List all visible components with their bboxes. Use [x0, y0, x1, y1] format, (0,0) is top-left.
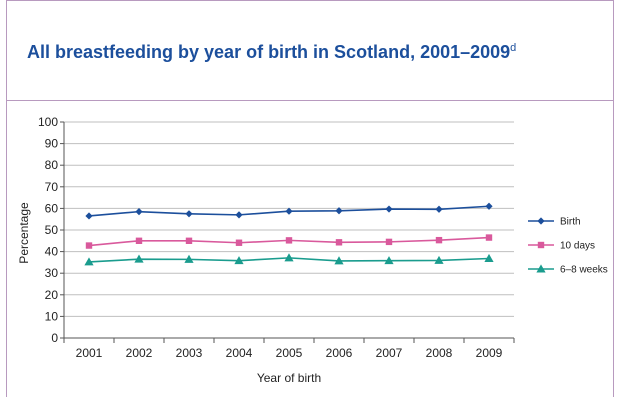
point-10-days-2002: [135, 237, 143, 244]
title-divider: [6, 100, 614, 101]
series: [84, 202, 494, 266]
point-birth-2002: [135, 208, 143, 216]
chart-frame: [6, 0, 614, 397]
point-6-8-weeks-2005: [284, 253, 294, 262]
point-6-8-weeks-2009: [484, 253, 494, 262]
x-tick-label-2004: 2004: [226, 346, 253, 360]
point-6-8-weeks-2008: [434, 255, 444, 264]
x-tick-label-2008: 2008: [426, 346, 453, 360]
y-tick-label-0: 0: [51, 331, 58, 345]
chart-title: All breastfeeding by year of birth in Sc…: [27, 42, 516, 63]
point-birth-2009: [485, 202, 493, 210]
y-tick-label-40: 40: [45, 245, 59, 259]
x-tick-label-2006: 2006: [326, 346, 353, 360]
x-tick-label-2005: 2005: [276, 346, 303, 360]
point-birth-2004: [235, 211, 243, 219]
title-footnote: d: [510, 42, 517, 54]
x-tick-label-2003: 2003: [176, 346, 203, 360]
point-6-8-weeks-2006: [334, 256, 344, 265]
x-tick-label-2001: 2001: [76, 346, 103, 360]
point-6-8-weeks-2004: [234, 256, 244, 265]
y-tick-label-30: 30: [45, 266, 59, 280]
point-10-days-2005: [285, 237, 293, 244]
legend-label-birth: Birth: [560, 217, 581, 228]
y-tick-label-90: 90: [45, 137, 59, 151]
point-birth-2001: [85, 212, 93, 220]
point-10-days-2008: [435, 236, 443, 244]
y-tick-label-100: 100: [38, 115, 58, 129]
point-10-days-2004: [235, 239, 243, 246]
x-tick-label-2007: 2007: [376, 346, 403, 360]
point-birth-2003: [185, 210, 193, 218]
y-tick-label-20: 20: [45, 288, 59, 302]
axes: 0 10 20 30 40 50 60 70 80 90 100 2001 2002 2003 2004 20…: [38, 115, 515, 360]
y-tick-label-50: 50: [45, 223, 59, 237]
point-10-days-2007: [385, 238, 393, 246]
y-tick-label-10: 10: [45, 309, 59, 323]
x-tick-label-2009: 2009: [476, 346, 503, 360]
point-birth-2007: [385, 205, 393, 213]
legend-marker-birth: [537, 217, 545, 225]
y-tick-label-70: 70: [45, 180, 59, 194]
point-birth-2006: [335, 207, 343, 215]
point-10-days-2001: [85, 242, 93, 249]
y-axis-label: Percentage: [17, 202, 31, 264]
point-10-days-2009: [485, 234, 493, 241]
legend-label-10-days: 10 days: [560, 241, 595, 252]
x-tick-label-2002: 2002: [126, 346, 153, 360]
point-6-8-weeks-2001: [84, 257, 94, 266]
point-10-days-2003: [185, 237, 193, 244]
point-6-8-weeks-2003: [184, 254, 194, 263]
point-10-days-2006: [335, 239, 343, 246]
legend-marker-10-days: [537, 241, 545, 249]
x-axis-label: Year of birth: [257, 371, 321, 385]
legend: Birth 10 days 6–8 weeks: [528, 217, 608, 276]
point-6-8-weeks-2002: [134, 254, 144, 263]
point-6-8-weeks-2007: [384, 256, 394, 265]
point-birth-2008: [435, 205, 443, 213]
gridlines: [64, 121, 514, 317]
point-birth-2005: [285, 207, 293, 215]
y-tick-label-80: 80: [45, 158, 59, 172]
chart-title-text: All breastfeeding by year of birth in Sc…: [27, 42, 511, 62]
legend-label-6-8-weeks: 6–8 weeks: [560, 265, 608, 276]
legend-marker-6-8-weeks: [536, 264, 546, 273]
y-tick-label-60: 60: [45, 201, 59, 215]
